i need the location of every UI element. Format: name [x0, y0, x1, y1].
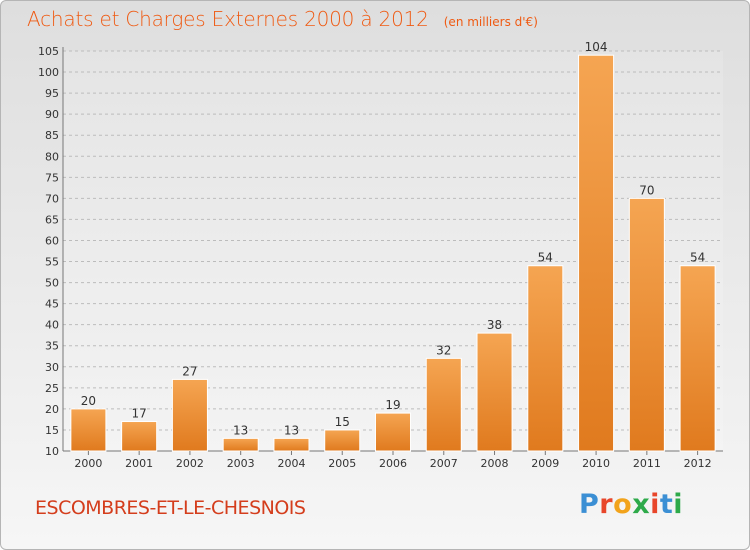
x-tick-label: 2000	[74, 457, 102, 470]
x-tick-label: 2007	[430, 457, 458, 470]
bar-2008	[476, 332, 513, 452]
bar-2009	[527, 265, 564, 452]
y-tick-label: 105	[38, 45, 59, 58]
y-tick-label: 20	[45, 403, 59, 416]
bar-2012	[679, 265, 716, 452]
y-tick-label: 70	[45, 192, 59, 205]
data-label-2008: 38	[487, 318, 502, 332]
logo-letter: r	[599, 489, 614, 520]
y-tick-label: 90	[45, 108, 59, 121]
proxiti-logo: Proxiti	[579, 489, 683, 520]
data-label-2003: 13	[233, 423, 248, 437]
x-tick-label: 2005	[328, 457, 356, 470]
bar-2000	[70, 408, 107, 452]
data-label-2007: 32	[436, 343, 451, 357]
y-tick-label: 45	[45, 298, 59, 311]
bar-2010	[578, 54, 615, 452]
logo-letter: i	[673, 489, 684, 520]
data-label-2006: 19	[385, 398, 400, 412]
x-tick-label: 2008	[481, 457, 509, 470]
logo-letter: o	[613, 489, 633, 520]
logo-letter: P	[579, 489, 600, 520]
y-tick-label: 10	[45, 445, 59, 458]
bar-2004	[273, 437, 310, 452]
y-tick-label: 80	[45, 150, 59, 163]
x-tick-label: 2010	[582, 457, 610, 470]
bar-2006	[374, 412, 412, 452]
data-label-2010: 104	[585, 40, 608, 54]
data-label-2002: 27	[182, 364, 197, 378]
commune-name: ESCOMBRES-ET-LE-CHESNOIS	[35, 497, 306, 519]
y-tick-label: 50	[45, 277, 59, 290]
logo-letter: x	[632, 489, 651, 520]
y-tick-label: 25	[45, 382, 59, 395]
y-tick-label: 100	[38, 66, 59, 79]
data-label-2011: 70	[639, 183, 654, 197]
bar-2007	[425, 357, 462, 452]
chart-subtitle: (en milliers d'€)	[443, 15, 538, 29]
plot-area	[63, 51, 723, 451]
data-label-2000: 20	[81, 394, 96, 408]
data-label-2009: 54	[538, 251, 553, 265]
y-tick-label: 55	[45, 256, 59, 269]
y-tick-label: 40	[45, 319, 59, 332]
bar-2011	[628, 197, 665, 452]
x-tick-label: 2004	[277, 457, 305, 470]
y-tick-label: 30	[45, 361, 59, 374]
x-tick-label: 2011	[633, 457, 661, 470]
bar-2001	[121, 421, 158, 452]
data-label-2004: 13	[284, 423, 299, 437]
logo-letter: i	[650, 489, 660, 520]
y-tick-label: 65	[45, 213, 59, 226]
chart-title: Achats et Charges Externes 2000 à 2012	[27, 7, 429, 31]
x-tick-label: 2012	[684, 457, 712, 470]
y-tick-label: 15	[45, 424, 59, 437]
x-tick-label: 2001	[125, 457, 153, 470]
logo-letter: t	[659, 489, 674, 520]
data-label-2012: 54	[690, 251, 705, 265]
data-label-2001: 17	[132, 407, 147, 421]
x-tick-label: 2002	[176, 457, 204, 470]
bar-2005	[324, 429, 361, 452]
x-tick-label: 2006	[379, 457, 407, 470]
bar-2003	[222, 437, 259, 452]
bar-2002	[171, 378, 208, 452]
y-tick-label: 75	[45, 171, 59, 184]
y-tick-label: 95	[45, 87, 59, 100]
y-tick-label: 60	[45, 234, 59, 247]
chart-header: Achats et Charges Externes 2000 à 2012 (…	[27, 7, 538, 31]
y-tick-label: 35	[45, 340, 59, 353]
y-tick-label: 85	[45, 129, 59, 142]
x-tick-label: 2009	[531, 457, 559, 470]
x-tick-label: 2003	[227, 457, 255, 470]
data-label-2005: 15	[335, 415, 350, 429]
